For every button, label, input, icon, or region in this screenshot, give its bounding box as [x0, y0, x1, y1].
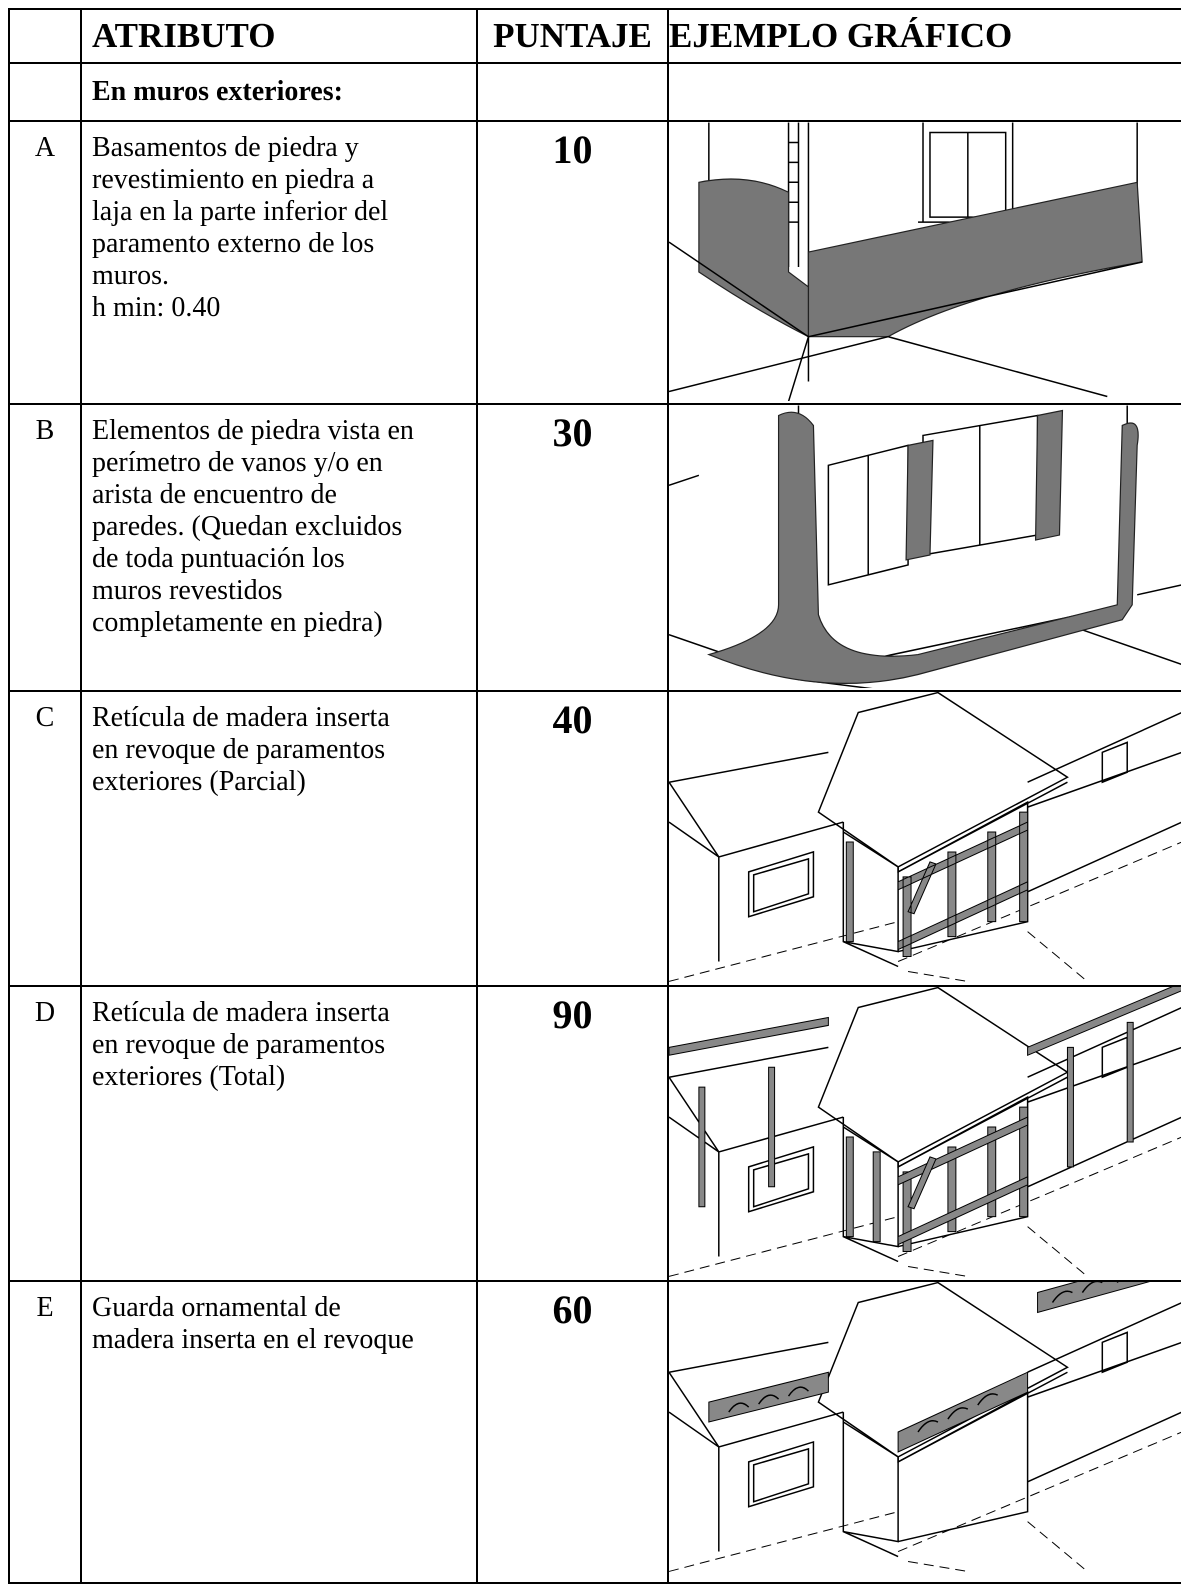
score-cell: 90 — [476, 985, 669, 1282]
drawing-stroke — [845, 1106, 1029, 1253]
row-letter: A — [34, 132, 56, 163]
header-cell: PUNTAJE — [476, 8, 669, 64]
row-letter: C — [35, 702, 55, 733]
attribute-cell: Guarda ornamental de madera inserta en el… — [80, 1280, 478, 1584]
score-cell: 30 — [476, 403, 669, 692]
illustration-cell — [667, 1280, 1181, 1584]
drawing-stroke — [728, 1282, 1119, 1433]
cell — [667, 62, 1181, 122]
drawing-stroke — [787, 122, 800, 267]
illustration — [669, 692, 1181, 983]
drawing-stroke — [669, 241, 1143, 401]
header-cell — [8, 8, 82, 64]
attribute-line: Retícula de madera inserta — [92, 997, 390, 1028]
attribute-line: completamente en piedra) — [92, 607, 383, 638]
letter-cell: A — [8, 120, 82, 405]
attribute-line: muros. — [92, 260, 169, 291]
illustration — [669, 122, 1143, 401]
illustration — [669, 405, 1181, 688]
illustration-cell — [667, 985, 1181, 1282]
header-cell: ATRIBUTO — [80, 8, 478, 64]
drawing-stroke — [707, 411, 1139, 684]
attribute-line: arista de encuentro de — [92, 479, 337, 510]
attribute-line: h min: 0.40 — [92, 292, 221, 323]
illustration-cell — [667, 120, 1181, 405]
illustration-cell — [667, 403, 1181, 692]
attribute-row: D Retícula de madera inserta en revoque de… — [8, 985, 1181, 1282]
drawing-stroke — [708, 1282, 1150, 1453]
attribute-line: en revoque de paramentos — [92, 1029, 386, 1060]
score: 30 — [552, 410, 593, 455]
drawing-stroke — [845, 811, 1029, 958]
attribute-line: en revoque de paramentos — [92, 734, 386, 765]
attribute-line: exteriores (Parcial) — [92, 766, 306, 797]
attribute-row: E Guarda ornamental de madera inserta en e… — [8, 1280, 1181, 1584]
drawing-stroke — [845, 811, 1029, 958]
attribute-line: perímetro de vanos y/o en — [92, 447, 383, 478]
drawing-stroke — [918, 122, 1018, 223]
attribute-line: paramento externo de los — [92, 228, 375, 259]
illustration — [669, 987, 1181, 1278]
drawing-stroke — [669, 987, 1181, 1208]
attribute-line: Basamentos de piedra y — [92, 132, 359, 163]
attribute-line: Retícula de madera inserta — [92, 702, 390, 733]
attribute-line: Guarda ornamental de — [92, 1292, 341, 1323]
letter-cell: E — [8, 1280, 82, 1584]
score: 10 — [552, 127, 593, 172]
header-row: ATRIBUTO PUNTAJE EJEMPLO GRÁFICO — [8, 8, 1181, 64]
attribute-line: revestimiento en piedra a — [92, 164, 375, 195]
drawing-stroke — [905, 409, 1064, 561]
attribute-line: de toda puntuación los — [92, 543, 345, 574]
score-cell: 10 — [476, 120, 669, 405]
attribute-line: exteriores (Total) — [92, 1061, 286, 1092]
cell — [476, 62, 669, 122]
header-cell: EJEMPLO GRÁFICO — [667, 8, 1181, 64]
attribute-line: Elementos de piedra vista en — [92, 415, 414, 446]
score: 60 — [552, 1287, 593, 1332]
illustration-cell — [667, 690, 1181, 987]
attribute-line: laja en la parte inferior del — [92, 196, 389, 227]
attribute-cell: Elementos de piedra vista en perímetro de… — [80, 403, 478, 692]
drawing-stroke — [669, 692, 1181, 983]
attribute-line: muros revestidos — [92, 575, 283, 606]
section-row: En muros exteriores: — [8, 62, 1181, 122]
attribute-cell: Retícula de madera inserta en revoque de … — [80, 690, 478, 987]
letter-cell: B — [8, 403, 82, 692]
attribute-row: C Retícula de madera inserta en revoque de… — [8, 690, 1181, 987]
letter-cell: D — [8, 985, 82, 1282]
score: 90 — [552, 992, 593, 1037]
attribute-line: madera inserta en el revoque — [92, 1324, 414, 1355]
score-cell: 40 — [476, 690, 669, 987]
attribute-cell: Basamentos de piedra y revestimiento en p… — [80, 120, 478, 405]
attribute-line: paredes. (Quedan excluidos — [92, 511, 403, 542]
row-letter: E — [36, 1292, 54, 1323]
attribute-table: ATRIBUTO PUNTAJE EJEMPLO GRÁFICO En muro… — [8, 8, 1181, 1584]
drawing-stroke — [669, 987, 1181, 1278]
attribute-row: A Basamentos de piedra y revestimiento en … — [8, 120, 1181, 405]
attribute-row: B Elementos de piedra vista en perímetro d… — [8, 403, 1181, 692]
drawing-stroke — [807, 181, 1143, 338]
cell — [8, 62, 82, 122]
score-cell: 60 — [476, 1280, 669, 1584]
row-letter: D — [34, 997, 56, 1028]
section-title: En muros exteriores: — [80, 62, 478, 122]
row-letter: B — [35, 415, 55, 446]
letter-cell: C — [8, 690, 82, 987]
attribute-cell: Retícula de madera inserta en revoque de … — [80, 985, 478, 1282]
score: 40 — [552, 697, 593, 742]
illustration — [669, 1282, 1181, 1573]
